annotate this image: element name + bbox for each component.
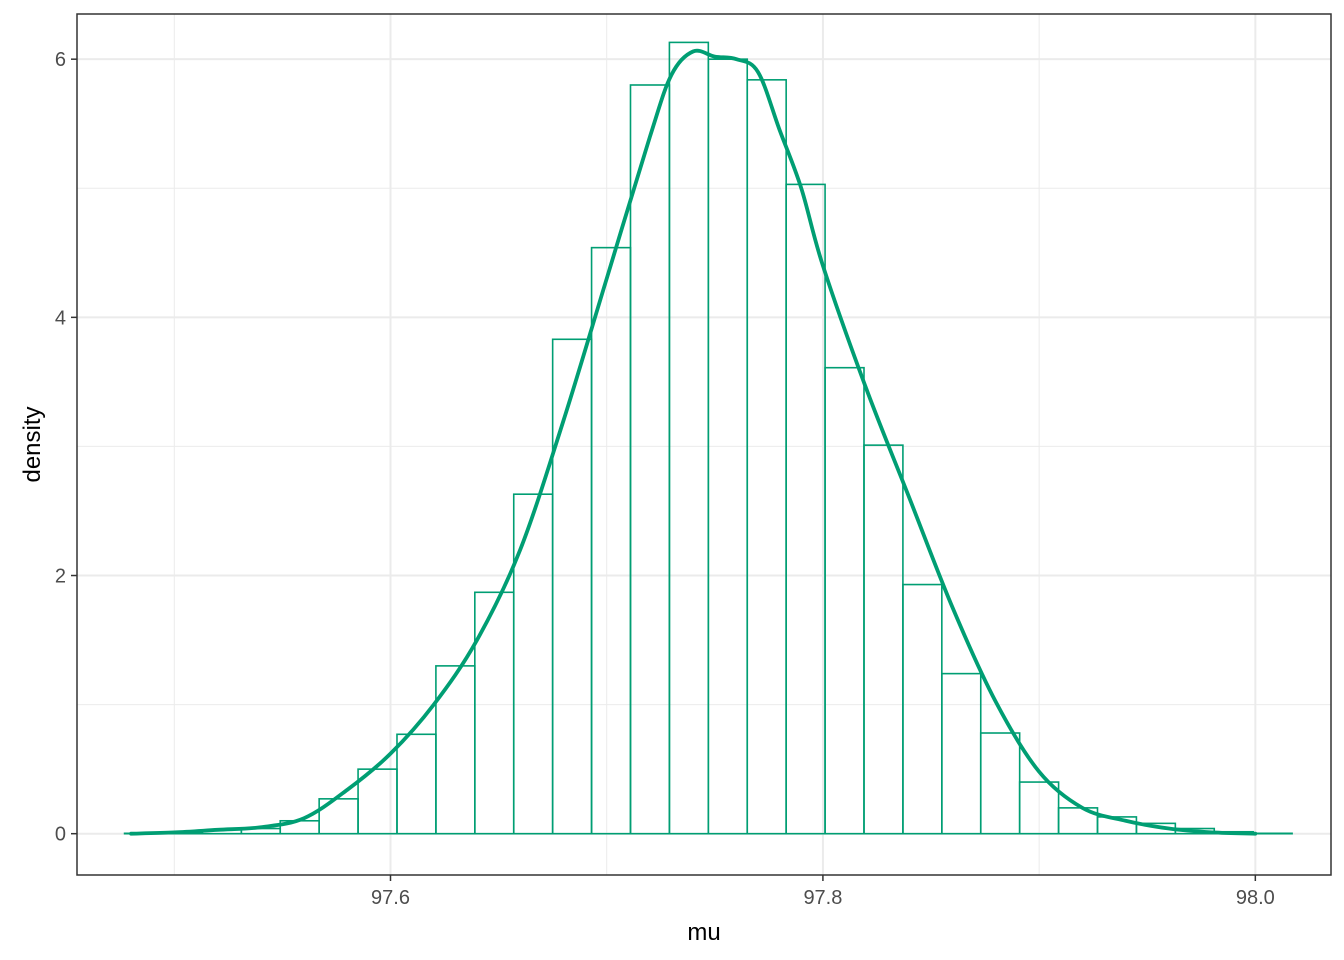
x-tick-label: 97.6 <box>371 887 410 909</box>
y-tick-label: 0 <box>55 824 66 846</box>
y-tick-label: 6 <box>55 49 66 71</box>
panel-border <box>76 13 1332 876</box>
y-tick-label: 2 <box>55 566 66 588</box>
histogram-bars <box>123 41 1293 835</box>
y-axis-title: density <box>19 406 46 482</box>
x-tick-label: 97.8 <box>803 887 842 909</box>
x-axis-title: mu <box>687 919 720 946</box>
grid-minor <box>77 14 1331 875</box>
x-axis-ticks: 97.6 97.8 98.0 <box>371 875 1275 909</box>
y-tick-label: 4 <box>55 307 66 329</box>
density-curve-layer <box>129 48 1258 836</box>
x-tick-label: 98.0 <box>1236 887 1275 909</box>
density-curve <box>129 48 1258 836</box>
y-axis-ticks: 0 2 4 6 <box>55 49 77 846</box>
